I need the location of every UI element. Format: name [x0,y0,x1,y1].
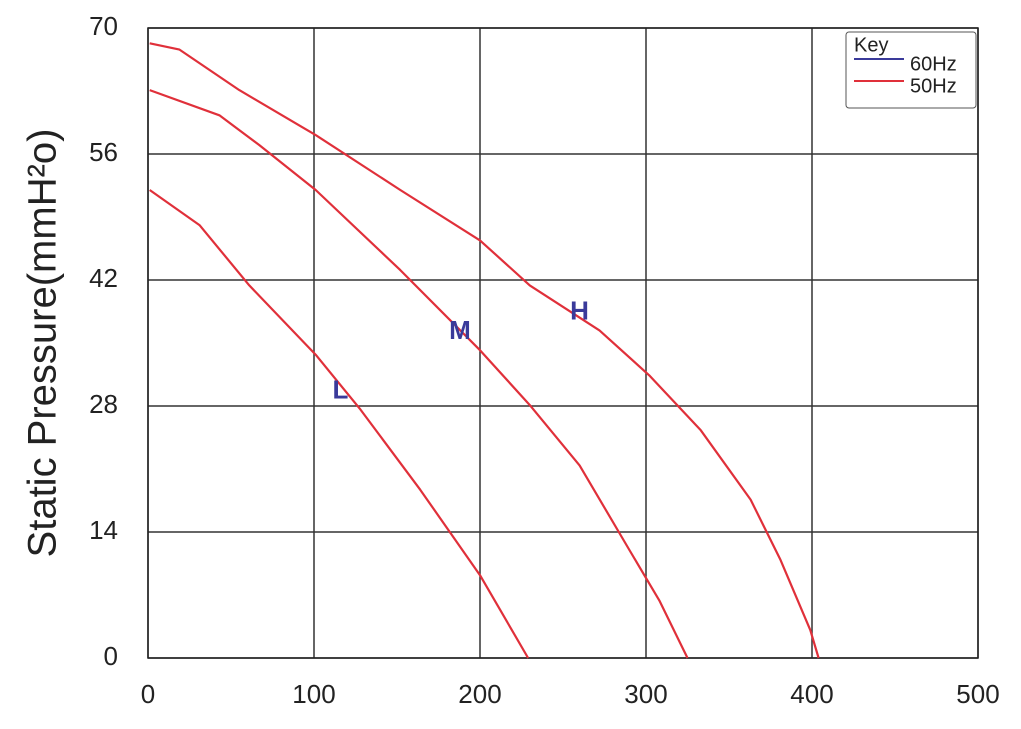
y-tick-label: 14 [89,515,118,545]
series-label: L [333,374,349,404]
series-label: H [570,295,589,325]
x-tick-label: 0 [141,679,155,709]
y-tick-label: 70 [89,11,118,41]
series-line [149,189,530,659]
x-tick-label: 400 [790,679,833,709]
x-tick-label: 500 [956,679,999,709]
legend-box [845,31,977,109]
y-tick-label: 28 [89,389,118,419]
legend-title: Key [854,34,888,56]
legend-label: 60Hz [910,53,957,75]
y-axis-label: Static Pressure(mmH²o) [21,129,65,558]
series-line [149,89,689,659]
y-tick-label: 42 [89,263,118,293]
series-label: M [449,315,471,345]
y-tick-label: 56 [89,137,118,167]
x-tick-label: 100 [292,679,335,709]
legend-label: 50Hz [910,75,957,97]
series-line [149,42,820,659]
y-tick-label: 0 [104,641,118,671]
plot-frame [147,27,979,659]
x-tick-label: 300 [624,679,667,709]
x-tick-label: 200 [458,679,501,709]
